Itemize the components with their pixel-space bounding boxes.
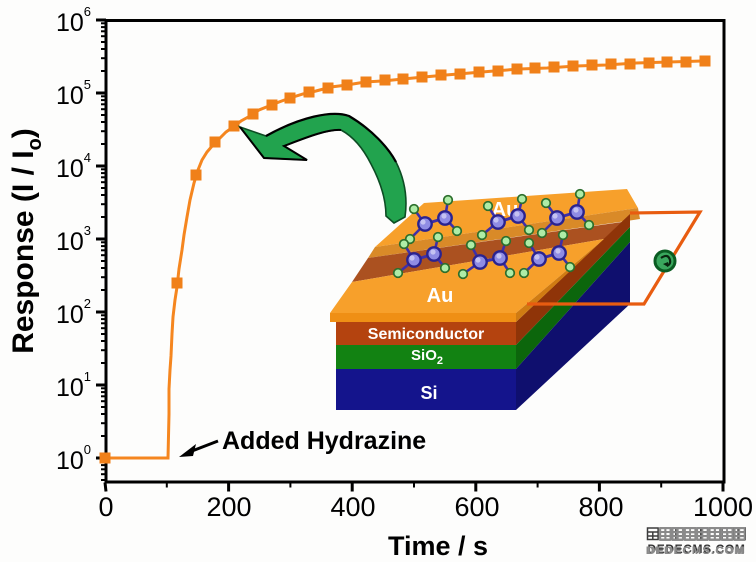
svg-text:SiO2: SiO2 (411, 347, 443, 367)
svg-text:Response (I / Io): Response (I / Io) (7, 128, 46, 354)
svg-text:DEDECMS.COM: DEDECMS.COM (646, 545, 746, 557)
svg-text:105: 105 (56, 77, 91, 110)
svg-text:Time / s: Time / s (388, 531, 488, 561)
svg-text:Si: Si (420, 383, 437, 403)
svg-text:102: 102 (56, 296, 91, 329)
svg-text:DEDECMS.COM: DEDECMS.COM (646, 545, 746, 557)
svg-text:200: 200 (206, 492, 251, 522)
svg-text:400: 400 (330, 492, 375, 522)
svg-text:1000: 1000 (693, 492, 753, 522)
svg-text:0: 0 (98, 492, 113, 522)
svg-text:600: 600 (454, 492, 499, 522)
svg-text:100: 100 (56, 442, 91, 475)
svg-text:106: 106 (56, 4, 91, 37)
svg-text:101: 101 (56, 369, 91, 402)
svg-text:DEDECMS.COM: DEDECMS.COM (648, 542, 746, 556)
svg-text:DEDECMS.COM: DEDECMS.COM (648, 545, 745, 557)
svg-text:Added Hydrazine: Added Hydrazine (222, 427, 426, 455)
svg-text:Au: Au (427, 285, 454, 307)
svg-text:104: 104 (56, 150, 91, 183)
svg-text:800: 800 (578, 492, 623, 522)
svg-text:103: 103 (56, 223, 91, 256)
svg-text:Semiconductor: Semiconductor (368, 326, 484, 343)
